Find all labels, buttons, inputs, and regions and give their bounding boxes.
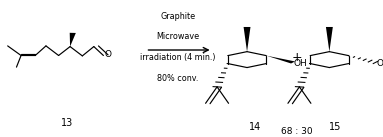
Text: 14: 14 — [249, 122, 261, 132]
Text: Graphite: Graphite — [160, 12, 196, 21]
Text: +: + — [291, 51, 302, 64]
Polygon shape — [266, 56, 295, 63]
Polygon shape — [326, 27, 333, 52]
Polygon shape — [244, 27, 250, 52]
Text: OH: OH — [376, 59, 383, 68]
Text: Microwave: Microwave — [157, 32, 200, 42]
Text: 15: 15 — [329, 122, 341, 132]
Text: O: O — [105, 50, 112, 59]
Polygon shape — [70, 33, 76, 47]
Text: 13: 13 — [61, 118, 73, 128]
Text: irradiation (4 min.): irradiation (4 min.) — [140, 53, 216, 62]
Text: 68 : 30: 68 : 30 — [281, 127, 313, 136]
Text: 80% conv.: 80% conv. — [157, 74, 199, 83]
Text: OH: OH — [294, 59, 308, 68]
